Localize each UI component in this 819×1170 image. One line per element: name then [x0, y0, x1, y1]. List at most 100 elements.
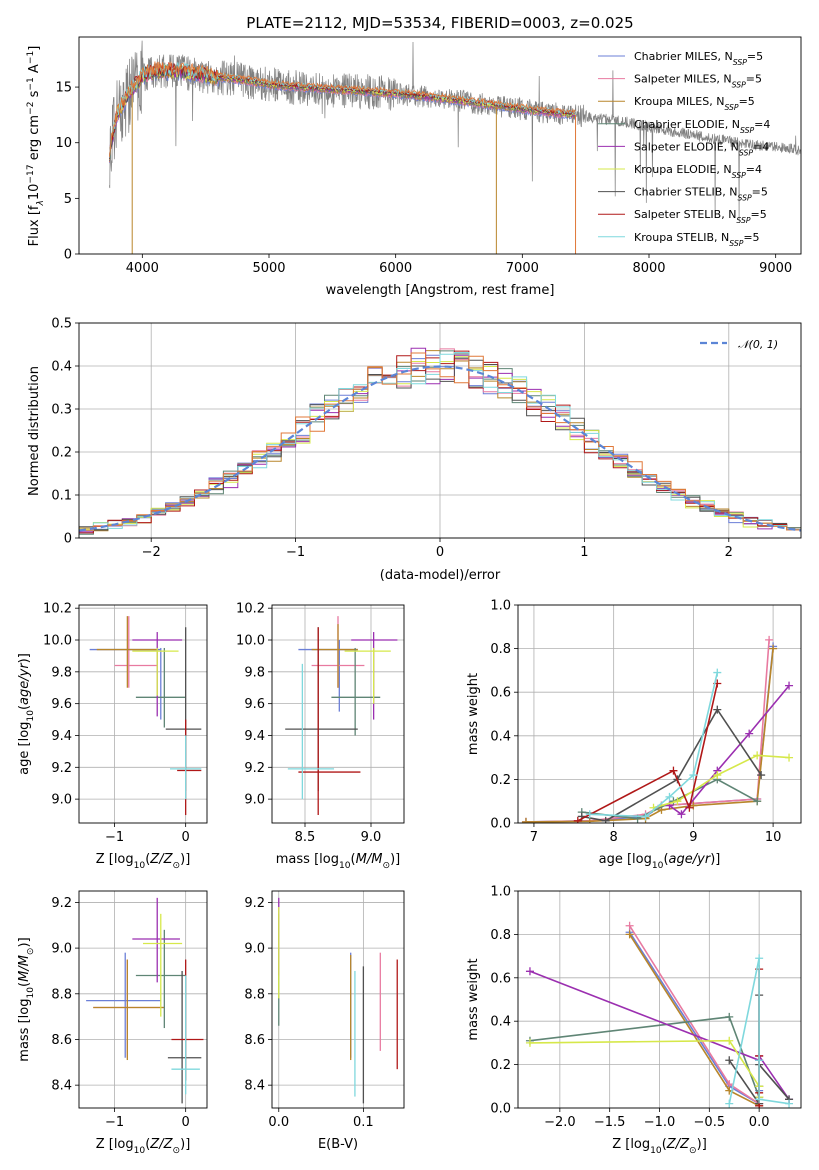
legend-label-part: Chabrier ELODIE, N [634, 118, 740, 131]
legend-label-part: Salpeter MILES, N [634, 73, 732, 86]
age-Z-ytick-label: 10.2 [43, 602, 72, 617]
age-mass-ytick-label: 9.4 [244, 729, 265, 744]
weight-age-marker [641, 812, 650, 821]
age-mass-ytick-label: 9.2 [244, 761, 265, 776]
mass-Z-xtick-label: −1 [105, 1115, 124, 1130]
legend-label-part: SSP [736, 216, 750, 225]
spectrum-ylabel-part: −2 [26, 102, 36, 115]
weight-Z-xtick-label: −1.5 [594, 1115, 626, 1130]
weight-age-marker [769, 644, 778, 653]
age-mass-ytick-label: 9.0 [244, 793, 265, 808]
legend-label-part: =5 [747, 50, 763, 63]
mass-Z-xlabel-part: ⊙ [173, 1146, 181, 1156]
mass-Z-ytick-label: 9.0 [51, 942, 72, 957]
mass-ebv-xtick-label: 0.0 [268, 1115, 289, 1130]
weight-age-marker [573, 816, 582, 823]
spectrum-ytick-label: 10 [55, 136, 72, 151]
legend-label-part: Kroupa STELIB, N [634, 231, 729, 244]
age-mass-ytick-label: 9.6 [244, 697, 265, 712]
weight-Z-plot-area [525, 921, 794, 1108]
mass-ebv-ytick-label: 9.0 [244, 942, 265, 957]
age-Z-panel: −1 09.09.29.49.69.810.010.2Z [log10(Z/Z⊙)… [17, 602, 208, 871]
legend-label-part: SSP [738, 193, 752, 202]
weight-age-ytick-label: 1.0 [490, 599, 511, 614]
legend-label-part: Kroupa ELODIE, N [634, 163, 732, 176]
weight-Z-ytick-label: 0.4 [490, 1015, 511, 1030]
residuals-ytick-label: 0.1 [51, 489, 72, 504]
age-mass-xtick-label: 8.5 [295, 830, 316, 845]
mass-Z-ytick-label: 9.2 [51, 896, 72, 911]
legend-label-part: SSP [732, 80, 746, 89]
spectrum-ylabel-part: ] [27, 46, 42, 51]
age-Z-point [132, 647, 179, 696]
residuals-legend-label: 𝒩(0, 1) [738, 338, 778, 351]
mass-Z-ytick-label: 8.4 [51, 1079, 72, 1094]
spectrum-ytick-label: 0 [64, 248, 72, 263]
mass-ebv-ytick-label: 9.2 [244, 896, 265, 911]
age-mass-xlabel-part: ⊙ [382, 861, 390, 871]
mass-Z-point [167, 970, 202, 1104]
spectrum-xtick-label: 6000 [379, 261, 412, 276]
legend-label-part: Salpeter ELODIE, N [634, 140, 739, 153]
residuals-xtick-label: −2 [142, 545, 161, 560]
weight-age-marker [685, 803, 694, 812]
weight-Z-marker [725, 1036, 734, 1045]
mass-ebv-plot-area [278, 897, 398, 1104]
weight-age-marker [521, 817, 530, 823]
weight-Z-marker [525, 1038, 534, 1047]
age-Z-xlabel-part: ( [145, 852, 150, 867]
legend-label-part: SSP [740, 125, 754, 134]
mass-Z-ylabel-part: 10 [26, 987, 36, 999]
residuals-ytick-label: 0.3 [51, 403, 72, 418]
weight-age-marker [765, 635, 774, 644]
residuals-xtick-label: 0 [436, 545, 444, 560]
spectrum-ylabel-part: λ [36, 200, 46, 206]
weight-age-ylabel: mass weight [466, 673, 481, 755]
weight-age-marker [669, 766, 678, 775]
residuals-xtick-label: 2 [725, 545, 733, 560]
age-Z-xlabel-part: ⊙ [173, 861, 181, 871]
mass-Z-ytick-label: 8.8 [51, 987, 72, 1002]
weight-Z-ytick-label: 0.2 [490, 1058, 511, 1073]
spectrum-ytick-label: 15 [55, 81, 72, 96]
mass-ebv-ytick-label: 8.6 [244, 1033, 265, 1048]
legend-label-part: SSP [733, 58, 747, 67]
spectrum-ylabel-part: A [27, 64, 42, 77]
age-Z-xlabel: Z [log10(Z/Z⊙)] [96, 852, 191, 871]
age-Z-ylabel-part: )] [17, 653, 32, 663]
age-Z-xlabel-part: 10 [134, 861, 146, 871]
legend-label-part: SSP [729, 238, 743, 247]
weight-Z-xlabel-part: ( [662, 1137, 667, 1152]
residuals-histogram-step [79, 352, 801, 531]
residuals-ytick-label: 0.2 [51, 446, 72, 461]
residuals-ytick-label: 0 [64, 532, 72, 547]
age-Z-frame [78, 604, 208, 824]
weight-Z-xlabel: Z [log10(Z/Z⊙)] [612, 1137, 707, 1156]
spectrum-model-line [109, 61, 576, 158]
weight-age-marker [745, 729, 754, 738]
figure-title: PLATE=2112, MJD=53534, FIBERID=0003, z=0… [246, 14, 633, 32]
mass-Z-xlabel-part: Z [log [96, 1137, 134, 1152]
mass-Z-xtick-label: 0 [182, 1115, 190, 1130]
weight-Z-marker [625, 921, 634, 930]
weight-Z-ytick-label: 0.6 [490, 971, 511, 986]
legend-label: Kroupa ELODIE, NSSP=4 [634, 163, 762, 180]
legend-label-part: =5 [751, 208, 767, 221]
legend-label-part: SSP [732, 171, 746, 180]
weight-age-marker [753, 797, 762, 806]
legend-label-part: Kroupa MILES, N [634, 95, 724, 108]
mass-Z-ylabel: mass [log10(M/M⊙)] [17, 937, 36, 1061]
residuals-xtick-label: 1 [580, 545, 588, 560]
age-Z-ylabel-part: 10 [26, 710, 36, 722]
mass-Z-ylabel-part: mass [log [17, 999, 32, 1062]
weight-age-ytick-label: 0.6 [490, 686, 511, 701]
spectrum-frame [78, 36, 802, 255]
age-mass-point [331, 647, 381, 736]
age-Z-point [170, 735, 202, 800]
spectrum-xtick-label: 5000 [252, 261, 285, 276]
legend-label-part: Chabrier STELIB, N [634, 186, 738, 199]
mass-Z-panel: −1 08.48.68.89.09.2Z [log10(Z/Z⊙)]mass [l… [17, 890, 208, 1156]
age-mass-xlabel-part: ( [351, 852, 356, 867]
mass-Z-ylabel-part: ⊙ [26, 947, 36, 955]
